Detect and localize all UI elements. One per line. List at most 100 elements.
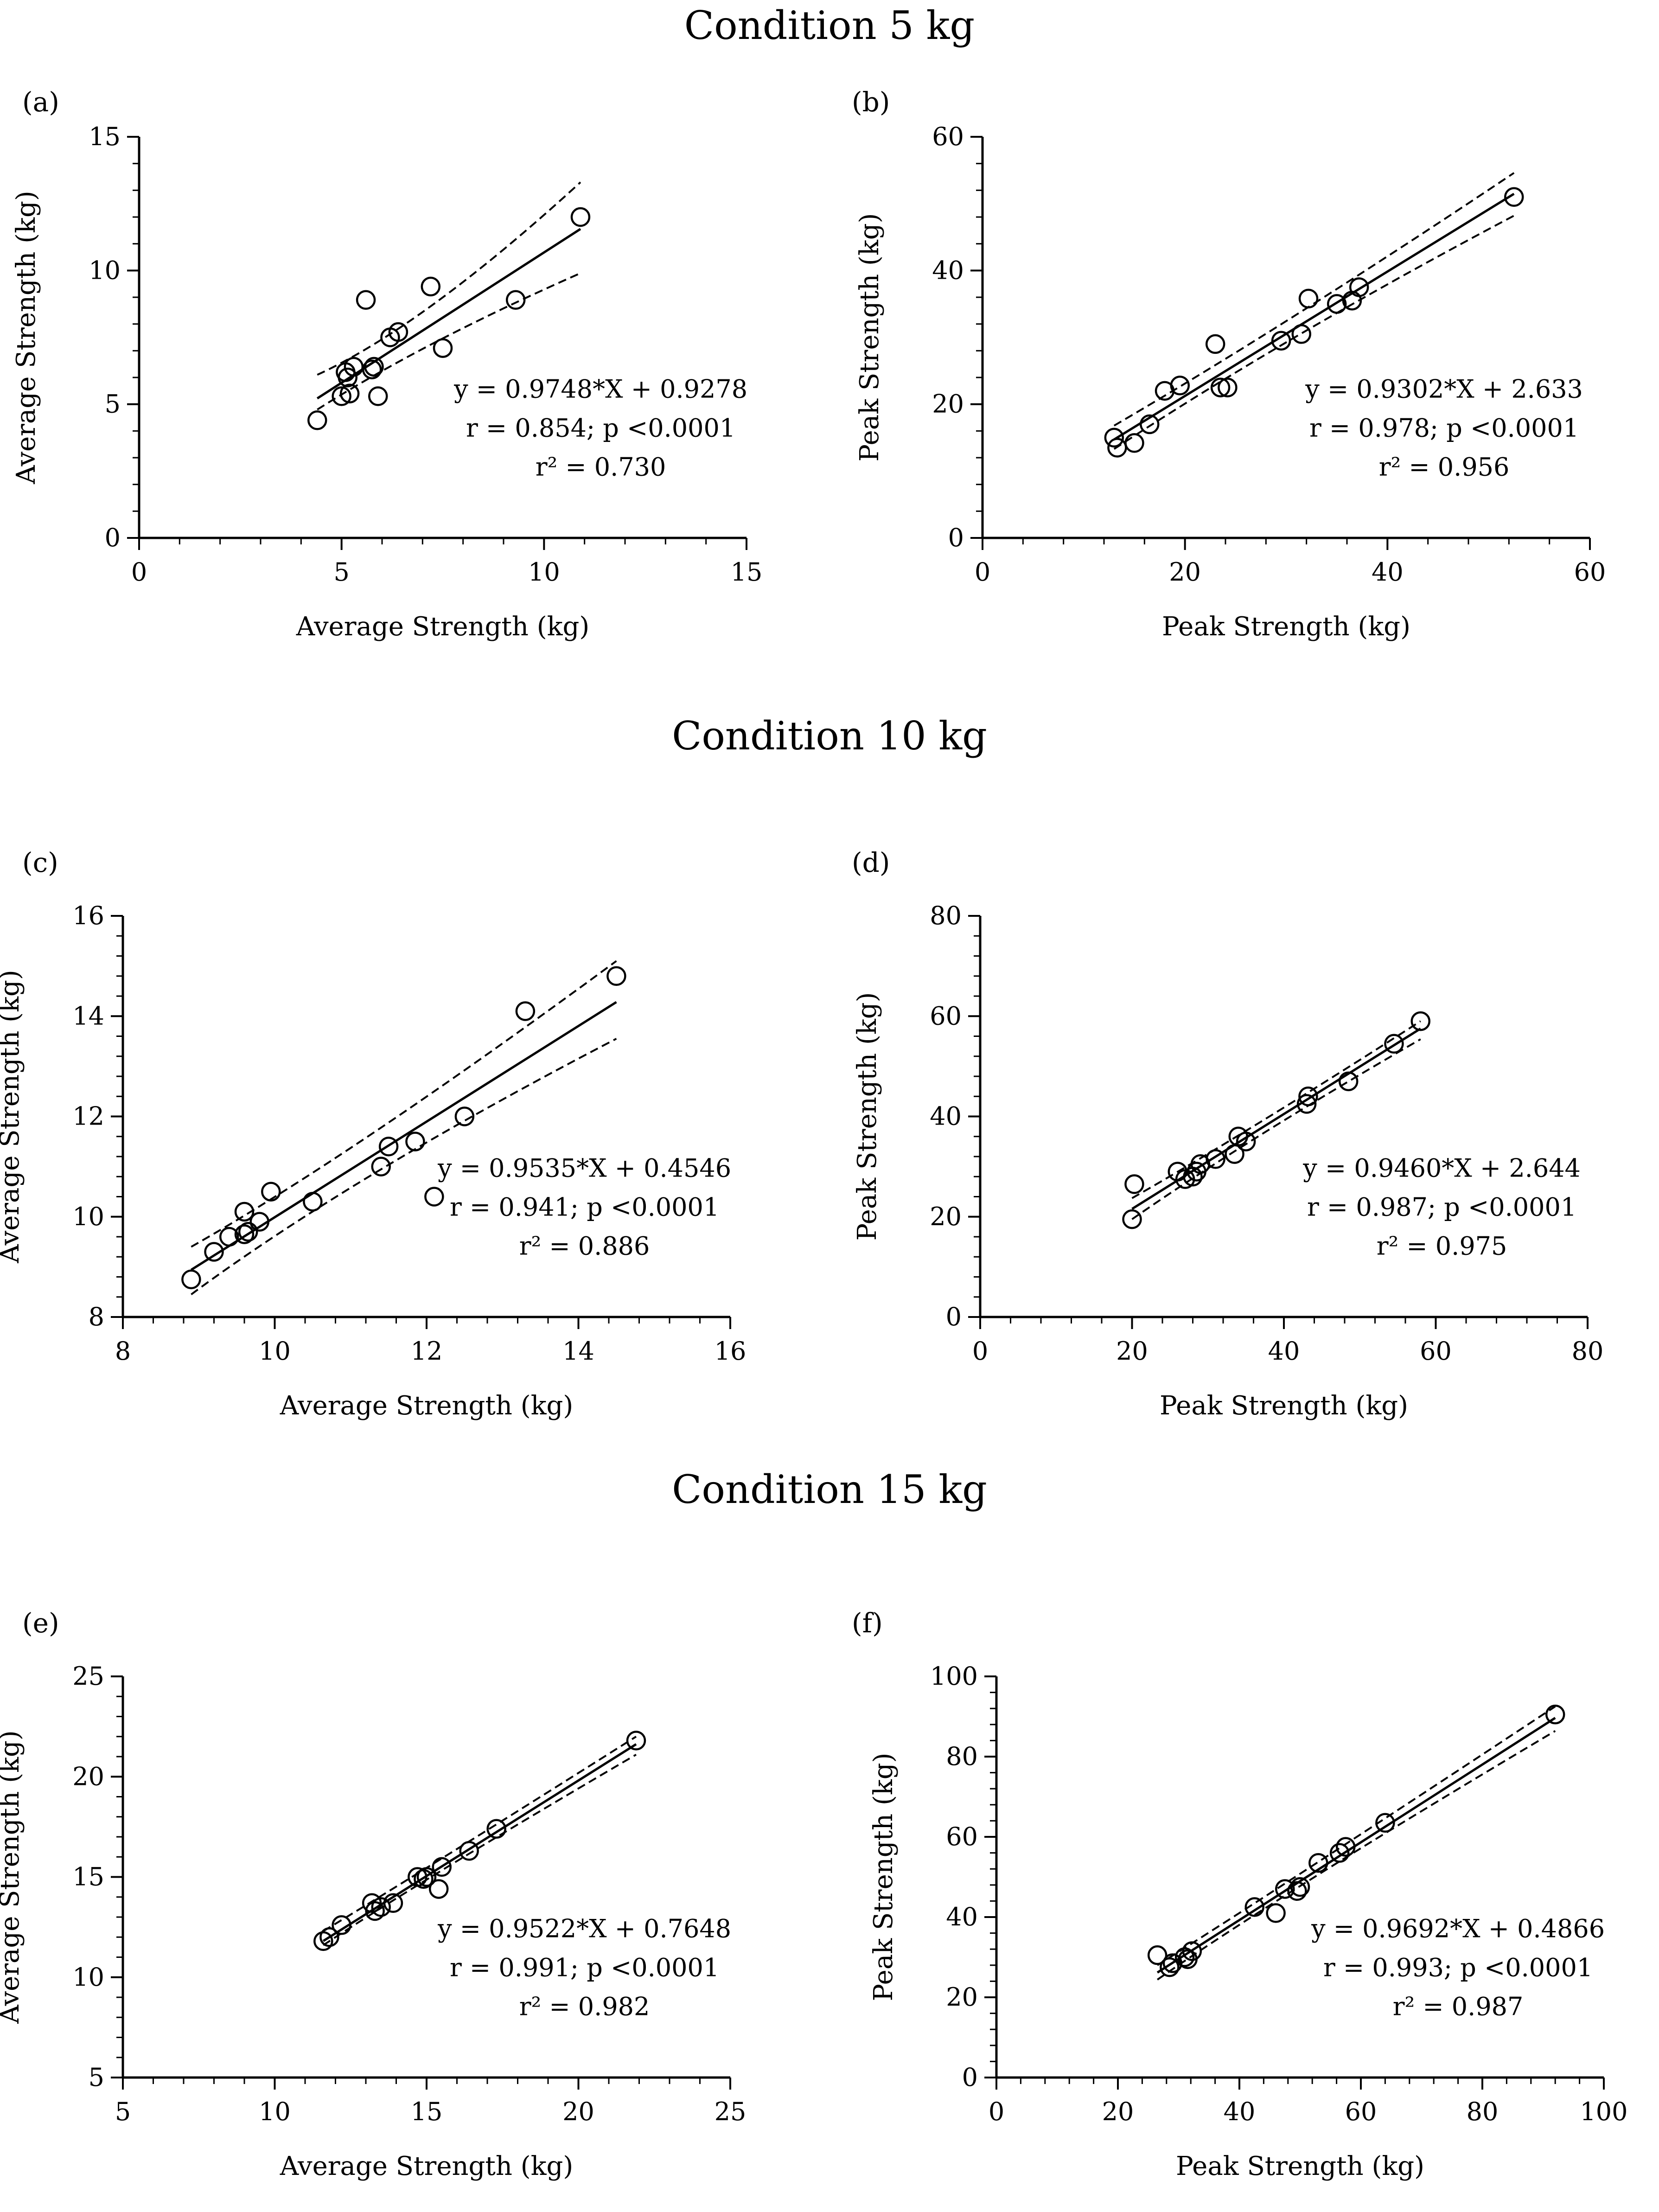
r-text-b: r = 0.978; p <0.0001 — [1309, 413, 1579, 442]
data-point-c — [378, 1137, 399, 1157]
y-tick-label-f: 20 — [946, 1982, 978, 2012]
data-point-b — [1205, 334, 1225, 354]
r-text-e: r = 0.991; p <0.0001 — [450, 1953, 719, 1982]
y-tick-label-d: 80 — [930, 901, 962, 930]
panel-label-d: (d) — [852, 847, 890, 878]
y-tick-label-f: 0 — [962, 2063, 978, 2092]
y-tick-label-b: 40 — [932, 256, 964, 285]
data-point-d — [1124, 1174, 1144, 1194]
data-point-f — [1287, 1881, 1307, 1901]
data-point-a — [433, 338, 453, 358]
scatter-plot-c: (c) 8 10 12 14 16 8 10 12 14 16 Average Strength (k… — [0, 847, 746, 1421]
data-point-f — [1290, 1877, 1310, 1897]
chart-panel-e: (e) 5 10 15 20 25 5 10 15 20 25 Average Strength (k… — [0, 1600, 830, 2212]
y-tick-label-b: 20 — [932, 390, 964, 419]
y-tick-label-e: 20 — [72, 1762, 104, 1791]
data-point-f — [1266, 1903, 1286, 1923]
r-text-c: r = 0.941; p <0.0001 — [450, 1192, 719, 1221]
y-tick-label-f: 60 — [946, 1822, 978, 1851]
y-tick-label-f: 100 — [930, 1662, 978, 1691]
y-tick-label-c: 16 — [72, 901, 104, 930]
regression-line-a — [316, 228, 581, 400]
data-point-a — [339, 384, 360, 403]
y-tick-label-b: 60 — [932, 122, 964, 151]
data-point-f — [1244, 1897, 1264, 1917]
data-point-f — [1275, 1879, 1295, 1899]
data-point-b — [1298, 288, 1319, 309]
x-axis-label-d: Peak Strength (kg) — [1160, 1391, 1408, 1421]
scatter-plot-e: (e) 5 10 15 20 25 5 10 15 20 25 Average Strength (k… — [0, 1607, 746, 2181]
y-tick-label-f: 80 — [946, 1742, 978, 1771]
data-point-f — [1329, 1843, 1350, 1863]
x-axis-label-a: Average Strength (kg) — [296, 612, 589, 642]
y-tick-label-a: 0 — [105, 523, 121, 552]
data-point-b — [1218, 377, 1238, 397]
x-axis-label-e: Average Strength (kg) — [280, 2151, 573, 2181]
data-point-c — [249, 1212, 269, 1232]
scatter-plot-a: (a) 0 5 10 15 0 5 10 15 Average Strength (kg) Aver… — [11, 86, 763, 642]
y-axis-label-d: Peak Strength (kg) — [852, 992, 882, 1241]
condition-title-5kg: Condition 5 kg — [684, 3, 975, 48]
x-tick-label-e: 20 — [562, 2097, 594, 2126]
x-tick-label-d: 60 — [1420, 1336, 1452, 1366]
data-point-b — [1349, 277, 1369, 297]
x-tick-label-a: 10 — [528, 557, 560, 587]
data-point-c — [515, 1001, 536, 1021]
r2-text-d: r² = 0.975 — [1377, 1231, 1507, 1260]
x-tick-label-b: 60 — [1574, 557, 1606, 587]
data-point-e — [459, 1841, 479, 1861]
data-point-e — [365, 1901, 385, 1921]
panel-label-a: (a) — [22, 86, 59, 118]
data-point-e — [414, 1869, 434, 1889]
y-axis-label-c: Average Strength (kg) — [0, 970, 25, 1263]
y-tick-label-a: 15 — [89, 122, 121, 151]
x-tick-label-b: 40 — [1372, 557, 1404, 587]
r-text-d: r = 0.987; p <0.0001 — [1307, 1192, 1576, 1221]
y-tick-label-e: 10 — [72, 1963, 104, 1992]
x-axis-label-b: Peak Strength (kg) — [1162, 612, 1410, 642]
y-axis-label-a: Average Strength (kg) — [11, 191, 41, 484]
y-tick-label-d: 0 — [946, 1302, 962, 1331]
data-point-d — [1296, 1094, 1317, 1114]
data-point-b — [1140, 414, 1160, 435]
chart-panel-c: (c) 8 10 12 14 16 8 10 12 14 16 Average Strength (k… — [0, 839, 830, 1451]
regression-line-e — [322, 1743, 637, 1942]
equation-text-d: y = 0.9460*X + 2.644 — [1302, 1153, 1581, 1183]
r-text-a: r = 0.854; p <0.0001 — [466, 413, 735, 442]
data-point-d — [1236, 1132, 1256, 1151]
equation-text-a: y = 0.9748*X + 0.9278 — [453, 374, 747, 403]
x-tick-label-d: 40 — [1268, 1336, 1300, 1366]
data-point-e — [383, 1893, 403, 1913]
x-tick-label-d: 0 — [972, 1336, 988, 1366]
data-point-b — [1327, 294, 1347, 314]
data-point-c — [424, 1187, 444, 1207]
y-tick-label-a: 5 — [105, 390, 121, 419]
data-point-d — [1298, 1087, 1318, 1106]
y-tick-label-e: 25 — [72, 1662, 104, 1691]
y-tick-label-b: 0 — [948, 523, 964, 552]
chart-panel-b: (b) 0 20 40 60 0 20 40 60 Peak Strength (kg) Peak … — [830, 79, 1659, 691]
ci-lower-band-d — [1131, 1038, 1421, 1220]
panel-label-c: (c) — [22, 847, 58, 878]
y-tick-label-d: 40 — [930, 1102, 962, 1131]
data-point-f — [1182, 1941, 1202, 1961]
x-tick-label-c: 8 — [115, 1336, 131, 1366]
data-point-b — [1271, 331, 1291, 351]
data-point-c — [261, 1182, 281, 1202]
equation-text-f: y = 0.9692*X + 0.4866 — [1311, 1914, 1605, 1943]
data-point-d — [1122, 1209, 1142, 1229]
x-tick-label-c: 12 — [411, 1336, 443, 1366]
chart-panel-d: (d) 0 20 40 60 80 0 20 40 60 80 Peak Strength (kg) P… — [830, 839, 1659, 1451]
data-point-b — [1291, 324, 1311, 344]
y-tick-label-d: 20 — [930, 1202, 962, 1231]
data-point-c — [303, 1192, 323, 1212]
data-point-e — [626, 1731, 646, 1751]
data-point-c — [234, 1224, 255, 1244]
x-tick-label-a: 15 — [731, 557, 763, 587]
x-tick-label-e: 15 — [411, 2097, 443, 2126]
x-axis-label-c: Average Strength (kg) — [280, 1391, 573, 1421]
r2-text-f: r² = 0.987 — [1393, 1992, 1524, 2021]
data-point-a — [362, 359, 382, 379]
data-point-a — [421, 276, 441, 297]
ci-upper-band-c — [191, 960, 617, 1248]
